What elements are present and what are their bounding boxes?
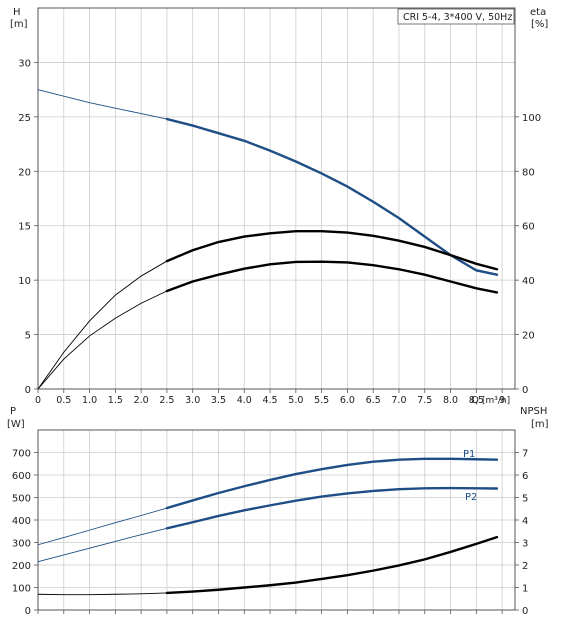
top-series-1-line <box>37 230 498 390</box>
top-left-tick-label: 30 <box>18 58 31 69</box>
bottom-series-2-duty-line <box>165 535 499 595</box>
top-x-tick-label: 7.0 <box>391 395 406 406</box>
top-left-axis-label: H <box>13 7 21 18</box>
top-x-tick-label: 0 <box>35 395 41 406</box>
bottom-right-tick-label: 4 <box>522 516 528 527</box>
top-x-tick-label: 5.5 <box>314 395 329 406</box>
top-grid <box>38 8 515 389</box>
top-x-tick-label: 3.5 <box>211 395 226 406</box>
bottom-left-tick-label: 200 <box>12 561 31 572</box>
top-right-tick-label: 100 <box>522 113 541 124</box>
bottom-series-0-duty-line <box>165 457 499 510</box>
top-right-tick-label: 60 <box>522 222 535 233</box>
top-right-tick-label: 20 <box>522 331 535 342</box>
top-x-tick-label: 1.0 <box>82 395 97 406</box>
bottom-right-tick-label: 5 <box>522 494 528 505</box>
bottom-series-group <box>37 457 499 596</box>
bottom-right-tick-label: 7 <box>522 449 528 460</box>
chart-title: CRI 5-4, 3*400 V, 50Hz <box>403 12 512 23</box>
bottom-right-tick-label: 3 <box>522 539 528 550</box>
bottom-right-axis-unit: [m] <box>531 419 549 430</box>
top-x-tick-label: 2.5 <box>159 395 174 406</box>
top-x-tick-label: 9 <box>499 395 505 406</box>
top-series-0-duty-line <box>165 117 499 276</box>
top-right-axis-unit: [%] <box>531 19 548 30</box>
top-right-tick-label: 40 <box>522 276 535 287</box>
bottom-left-tick-label: 700 <box>12 449 31 460</box>
top-series-1-duty-line <box>165 229 499 271</box>
top-right-axis-label: eta <box>530 7 546 18</box>
bottom-tick-labels: 0 100 200 300 400 500 600 700 0 1 2 3 4 5 6 7 <box>12 449 528 618</box>
top-series-2-duty-line <box>165 260 499 294</box>
bottom-left-axis-label: P <box>10 406 16 417</box>
top-left-tick-label: 5 <box>25 331 31 342</box>
bottom-left-axis-unit: [W] <box>7 419 25 430</box>
top-x-tick-label: 8.5 <box>469 395 484 406</box>
top-plot-frame <box>37 7 516 390</box>
top-x-tick-label: 4.0 <box>237 395 252 406</box>
series-label-p2: P2 <box>465 492 477 503</box>
top-x-tick-label: 6.0 <box>340 395 355 406</box>
top-tick-labels: 0 0.5 1.0 1.5 2.0 2.5 3.0 3.5 4.0 4.5 5.0 5.5 6.0 6.5… <box>18 58 541 406</box>
bottom-left-tick-label: 100 <box>12 584 31 595</box>
bottom-left-tick-label: 500 <box>12 494 31 505</box>
bottom-right-tick-label: 0 <box>522 606 528 617</box>
bottom-left-tick-label: 400 <box>12 516 31 527</box>
title-box <box>397 8 515 25</box>
bottom-right-tick-label: 2 <box>522 561 528 572</box>
top-right-tick-label: 0 <box>522 385 528 396</box>
bottom-left-tick-label: 600 <box>12 471 31 482</box>
top-right-tick-label: 80 <box>522 167 535 178</box>
bottom-series-0-line <box>37 458 497 546</box>
bottom-right-tick-label: 1 <box>522 584 528 595</box>
top-x-tick-label: 6.5 <box>366 395 381 406</box>
x-axis-unit: [m³/h] <box>482 396 510 406</box>
top-series-2-line <box>37 261 498 390</box>
top-x-tick-label: 0.5 <box>56 395 71 406</box>
top-left-tick-label: 15 <box>18 222 31 233</box>
top-left-tick-label: 0 <box>25 385 31 396</box>
top-x-tick-label: 1.5 <box>108 395 123 406</box>
bottom-grid <box>38 430 515 610</box>
bottom-left-tick-label: 300 <box>12 539 31 550</box>
top-x-tick-label: 4.5 <box>262 395 277 406</box>
top-left-tick-label: 10 <box>18 276 31 287</box>
bottom-right-axis-label: NPSH <box>520 406 547 417</box>
top-x-tick-label: 7.5 <box>417 395 432 406</box>
bottom-right-tick-label: 6 <box>522 471 528 482</box>
top-x-tick-label: 8.0 <box>443 395 458 406</box>
top-left-tick-label: 25 <box>18 113 31 124</box>
series-label-p1: P1 <box>463 449 475 460</box>
top-left-tick-label: 20 <box>18 167 31 178</box>
bottom-series-1-duty-line <box>165 486 499 530</box>
top-x-tick-label: 2.0 <box>134 395 149 406</box>
bottom-left-tick-label: 0 <box>25 606 31 617</box>
top-series-group <box>37 89 499 390</box>
top-left-axis-unit: [m] <box>10 19 28 30</box>
top-x-tick-label: 5.0 <box>288 395 303 406</box>
top-x-tick-label: 3.0 <box>185 395 200 406</box>
x-axis-label: Q <box>471 395 479 406</box>
